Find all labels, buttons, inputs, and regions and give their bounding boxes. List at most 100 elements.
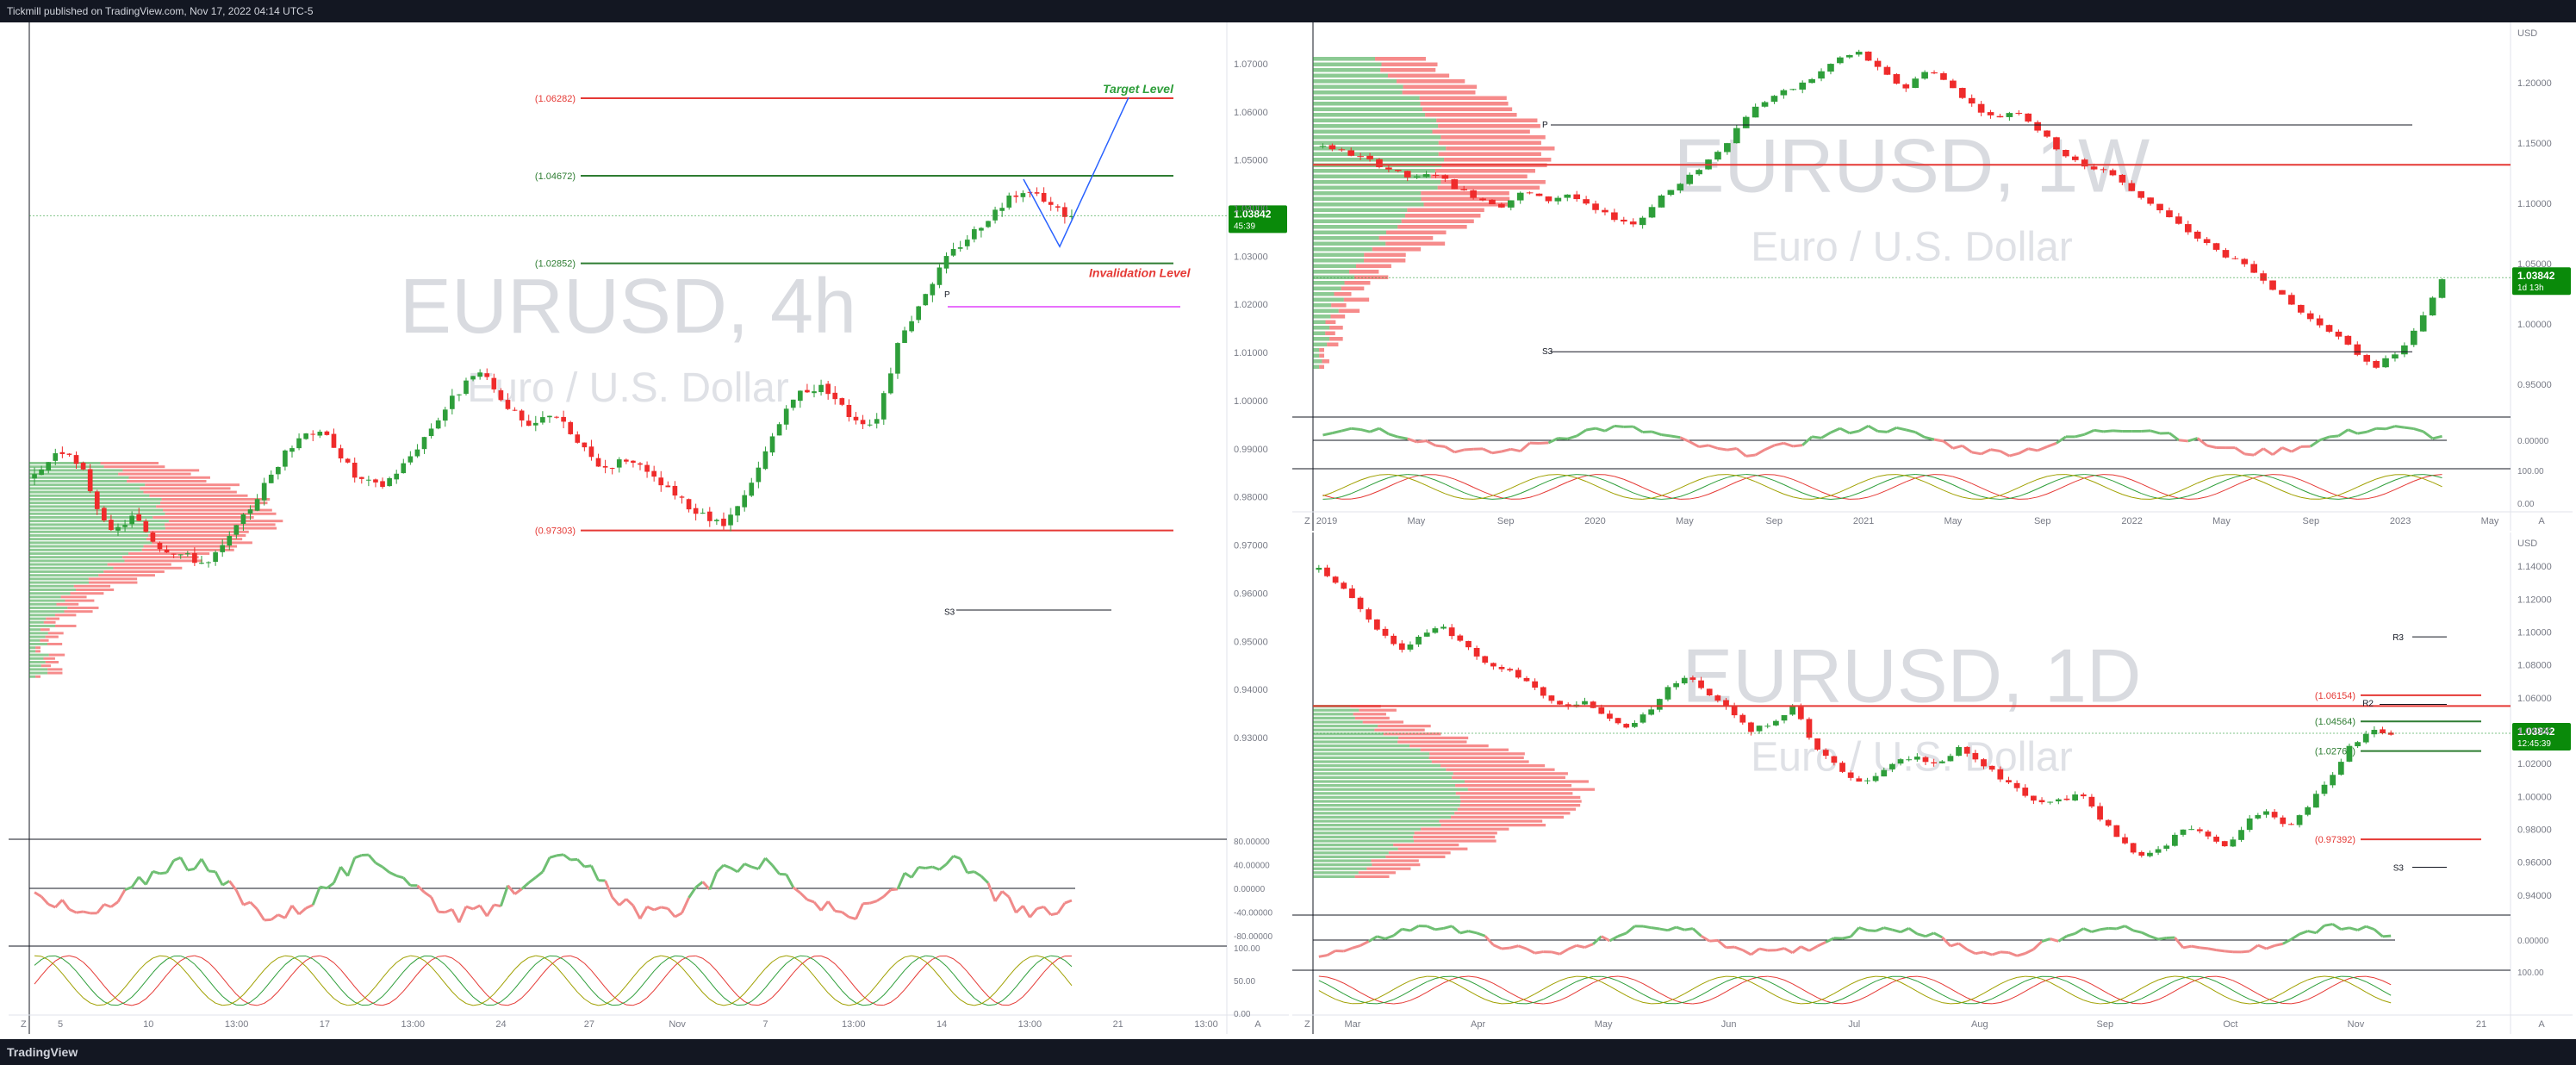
oscillator-line [1791,945,1802,954]
stochastic-line [2273,474,2282,476]
stochastic-line [1551,1000,1560,1004]
volume-profile-bar [1343,297,1370,302]
price-scale-label: 1.07000 [1234,59,1268,70]
volume-profile-bar [1313,713,1353,716]
stochastic-line [173,959,182,967]
volume-profile-bar [113,566,183,570]
stochastic-line [2207,987,2217,993]
stochastic-line [375,977,383,987]
stochastic-line [382,968,390,979]
candle-body [1940,73,1947,80]
invalidation-level-label: Invalidation Level [1089,265,1192,279]
stochastic-line [1906,475,1916,479]
stochastic-line [681,956,689,961]
candle-body [1432,628,1439,633]
stochastic-line [1435,489,1446,495]
volume-profile-bar [43,620,56,624]
stochastic-line [473,1004,481,1006]
candle-body [1686,174,1694,184]
stochastic-line [69,981,77,992]
stochastic-line [1526,993,1535,999]
stochastic-line [605,1000,613,1005]
stochastic-line [1792,993,1801,1000]
stochastic-line [1842,983,1851,989]
z-button[interactable]: Z [21,1019,27,1030]
tradingview-logo[interactable]: TradingView [7,1045,78,1059]
stochastic-line [591,989,599,998]
stochastic-line [862,1004,870,1006]
stochastic-line [2122,484,2132,490]
stochastic-line [2016,991,2025,997]
stochastic-line [987,992,996,1000]
stochastic-line [83,979,91,989]
oscillator-line [2008,452,2019,458]
candle-body [1457,635,1464,641]
chart-1d-panel[interactable]: EURUSD, 1D Euro / U.S. Dollar (1.06154) (1.… [1292,532,2573,1034]
oscillator-line [2337,428,2349,438]
oscillator-line [953,855,961,860]
stochastic-line [639,962,648,969]
stochastic-line [305,956,314,960]
candle-body [157,543,163,550]
stochastic-line [1821,498,1831,500]
stochastic-line [438,975,446,984]
stochastic-line [1830,498,1840,500]
candle-body [1780,90,1788,96]
stochastic-line [159,975,167,984]
oscillator-line [563,853,572,862]
oscillator-line [570,857,578,862]
oscillator-line [1367,935,1378,943]
candle-body [1902,84,1910,89]
auto-scale-button[interactable]: A [2538,1019,2545,1030]
time-axis-label: Aug [1971,1019,1988,1030]
z-button[interactable]: Z [1304,1019,1310,1030]
stochastic-line [890,978,899,988]
stochastic-line [1849,483,1859,489]
candle-body [1772,720,1779,726]
auto-scale-button[interactable]: A [1254,1019,1261,1030]
oscillator-line [1510,447,1521,453]
candle-body [2238,830,2244,840]
pivot-p-label: P [1542,121,1548,130]
stochastic-line [2357,498,2368,500]
volume-profile-bar [1409,744,1489,748]
price-scale-label: 1.12000 [2517,595,2552,605]
volume-profile-bar [1313,135,1441,140]
time-axis-label: Oct [2223,1019,2237,1030]
stochastic-line [1950,998,1959,1003]
oscillator-line [1392,928,1403,937]
oscillator-line [339,866,349,877]
stochastic-line [1409,977,1419,981]
stochastic-line [856,999,863,1005]
stochastic-line [1971,483,1982,489]
stochastic-line [2159,495,2170,499]
volume-profile-bar [122,469,200,472]
stochastic-line [2374,985,2383,992]
chart-1w-panel[interactable]: EURUSD, 1W Euro / U.S. Dollar 1.03842 1d 13… [1292,22,2573,531]
auto-scale-button[interactable]: A [2538,516,2545,526]
osc-scale-label: 0.00000 [2517,937,2549,946]
oscillator-line [1671,434,1681,439]
volume-profile-bar [1372,863,1421,867]
stochastic-line [1642,497,1652,500]
stochastic-line [166,956,174,961]
chart-4h-panel[interactable]: EURUSD, 4h Euro / U.S. Dollar (1.06282) (1.… [9,22,1289,1034]
z-button[interactable]: Z [1304,516,1310,526]
stochastic-line [138,962,146,971]
candle-body [1864,780,1870,782]
stochastic-line [152,983,160,993]
candle-body [129,515,134,525]
volume-profile-bar [29,671,48,675]
stochastic-line [1322,498,1333,500]
stochastic-line [250,978,258,987]
stochastic-line [1043,956,1051,962]
candle-body [1535,193,1543,196]
volume-profile-bar [45,661,59,663]
oscillator-line [896,872,906,890]
candle-body [1448,627,1455,637]
stochastic-line [730,1000,738,1005]
price-badge-countdown: 12:45:39 [2517,739,2551,749]
